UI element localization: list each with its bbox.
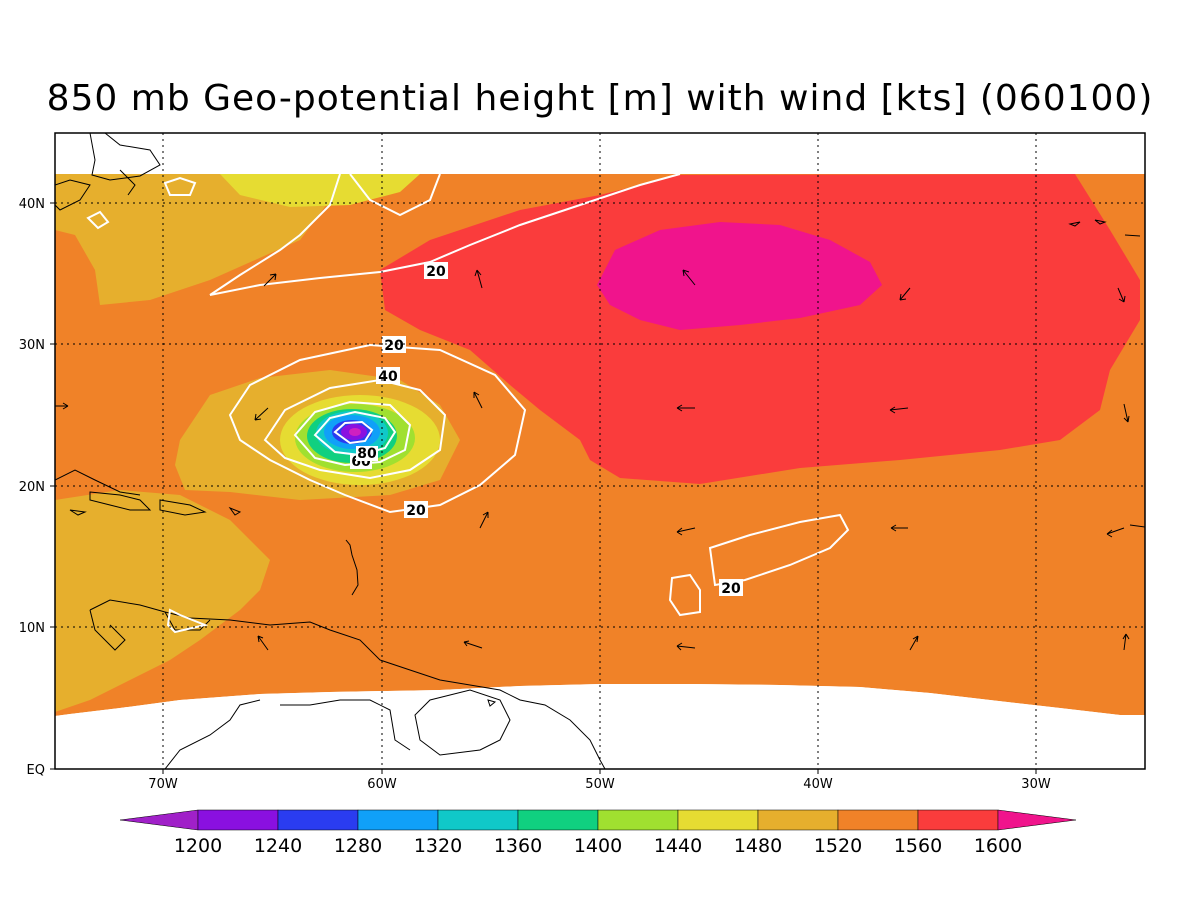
lon-label-40w: 40W [803,777,833,792]
contour-label: 20 [426,264,446,280]
contour-label: 80 [357,446,377,462]
wind-contour-labels: 20 20 40 60 80 20 20 [350,262,743,597]
colorbar-segment-above [997,809,1077,831]
colorbar-segment [437,809,519,831]
colorbar-label: 1600 [974,835,1022,857]
colorbar: 1200 1240 1280 1320 1360 1400 1440 1480 1520 1560… [119,809,1077,857]
height-above-1600-region [597,222,882,330]
colorbar-label: 1200 [174,835,222,857]
colorbar-label: 1560 [894,835,942,857]
coastlines [55,133,1145,769]
colorbar-segment [597,809,679,831]
colorbar-label: 1480 [734,835,782,857]
lat-label-20n: 20N [19,480,45,495]
lon-label-50w: 50W [585,777,615,792]
axis-ticks [50,202,1037,774]
colorbar-segment [357,809,439,831]
storm-eye [349,428,361,436]
colorbar-label: 1360 [494,835,542,857]
lat-label-40n: 40N [19,197,45,212]
contour-label: 20 [406,503,426,519]
colorbar-segment [197,809,279,831]
colorbar-segment-below [119,809,199,831]
height-1480-1520-west [55,174,330,305]
colorbar-label: 1440 [654,835,702,857]
colorbar-label: 1520 [814,835,862,857]
height-1560-1600-region [380,174,1140,484]
lon-label-30w: 30W [1021,777,1051,792]
colorbar-label: 1280 [334,835,382,857]
colorbar-segment [917,809,999,831]
contour-label: 40 [378,369,398,385]
graticule [55,133,1145,769]
lat-label-10n: 10N [19,621,45,636]
colorbar-label: 1400 [574,835,622,857]
wind-vectors [55,269,1130,651]
lat-label-30n: 30N [19,338,45,353]
lon-label-70w: 70W [148,777,178,792]
colorbar-segment [837,809,919,831]
colorbar-segment [517,809,599,831]
colorbar-segment [277,809,359,831]
missing-data-south [55,684,1145,769]
wind-speed-contours [86,173,850,634]
colorbar-label: 1240 [254,835,302,857]
contour-label: 20 [721,581,741,597]
lon-label-60w: 60W [367,777,397,792]
colorbar-label: 1320 [414,835,462,857]
map-title: 850 mb Geo-potential height [m] with win… [46,78,1154,119]
colorbar-segment [757,809,839,831]
colorbar-segment [677,809,759,831]
contour-label: 20 [384,338,404,354]
lat-label-eq: EQ [27,763,45,778]
